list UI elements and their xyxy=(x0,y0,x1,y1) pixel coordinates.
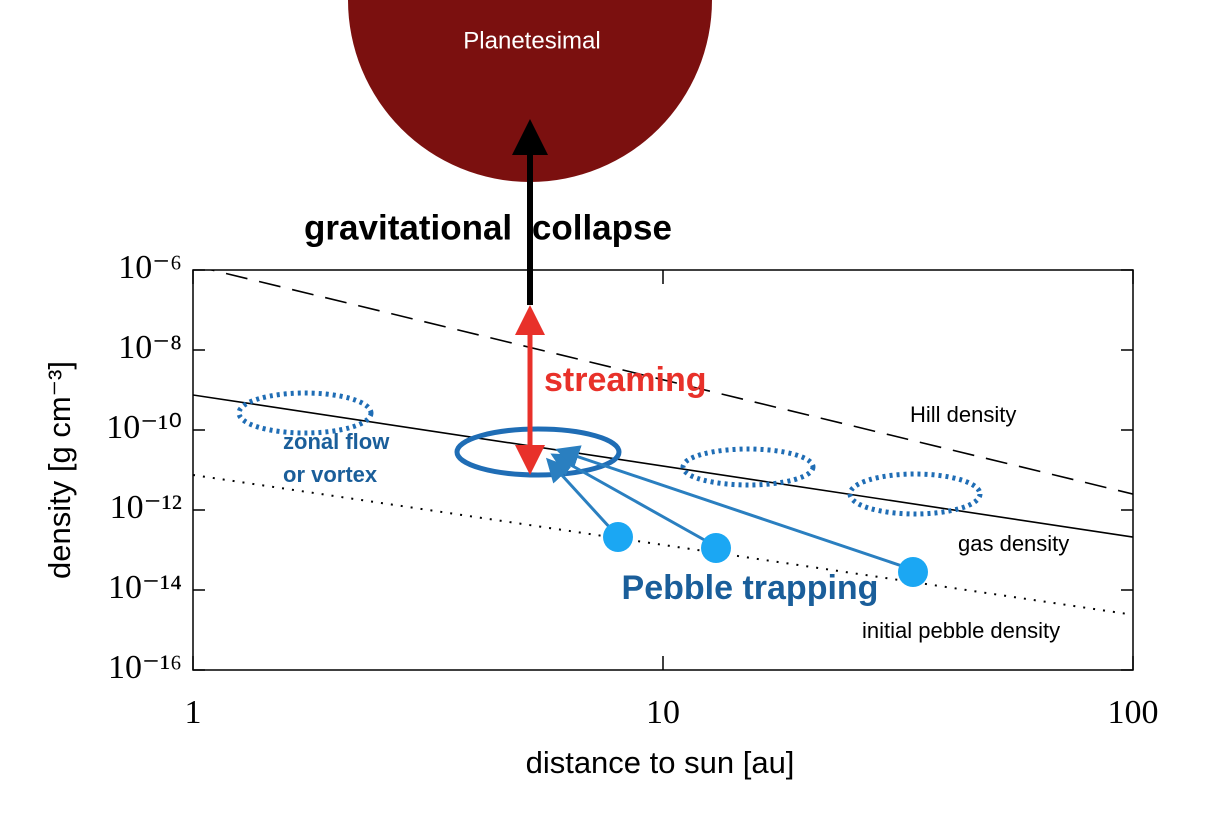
y-tick-label: 10⁻⁶ xyxy=(118,249,182,286)
collapse-label: gravitational collapse xyxy=(304,208,672,247)
trapping-label: Pebble trapping xyxy=(622,569,879,607)
pebble xyxy=(603,522,633,552)
pebble-arrow xyxy=(555,445,906,569)
pebble xyxy=(701,533,731,563)
planetesimal xyxy=(348,0,712,182)
series-label: Hill density xyxy=(910,402,1016,427)
planetesimal-label: Planetesimal xyxy=(463,27,600,54)
y-tick-label: 10⁻¹² xyxy=(110,489,182,526)
y-tick-label: 10⁻¹⁴ xyxy=(108,569,182,606)
pebble xyxy=(898,557,928,587)
pebble-arrow xyxy=(550,453,709,544)
x-axis-label: distance to sun [au] xyxy=(526,745,795,780)
y-tick-label: 10⁻¹⁰ xyxy=(106,409,182,446)
series-line xyxy=(193,474,1133,616)
series-line xyxy=(193,394,1133,538)
streaming-label: streaming xyxy=(544,361,707,399)
y-axis-label: density [g cm⁻³] xyxy=(42,361,77,579)
series-label: initial pebble density xyxy=(862,618,1060,643)
vortex-label: or vortex xyxy=(283,462,378,487)
vortex-label: zonal flow xyxy=(283,429,390,454)
series-line xyxy=(208,270,1133,495)
y-tick-label: 10⁻¹⁶ xyxy=(108,649,182,686)
plot-area xyxy=(193,270,1133,616)
vortex-region xyxy=(680,446,816,488)
x-tick-label: 1 xyxy=(185,694,202,731)
x-tick-label: 100 xyxy=(1108,694,1159,731)
vortex-region xyxy=(847,471,983,517)
vortex-region xyxy=(236,390,374,436)
trap-region xyxy=(454,426,622,478)
series-label: gas density xyxy=(958,531,1069,556)
x-tick-label: 10 xyxy=(646,694,680,731)
y-tick-label: 10⁻⁸ xyxy=(118,329,182,366)
